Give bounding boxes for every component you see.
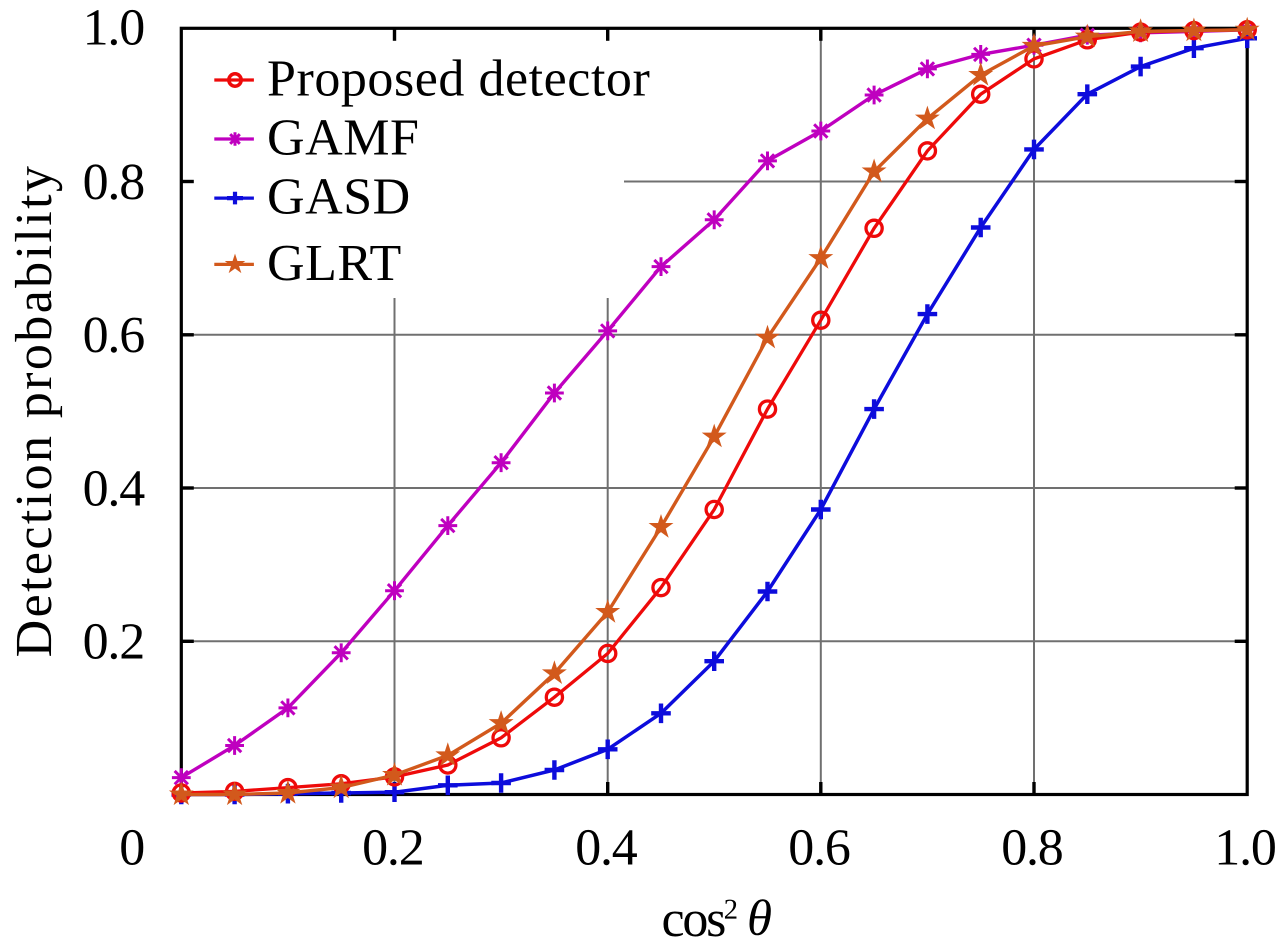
svg-text:cos: cos bbox=[662, 891, 726, 948]
svg-text:0.2: 0.2 bbox=[83, 614, 144, 671]
svg-text:0.6: 0.6 bbox=[788, 820, 850, 877]
svg-text:0.4: 0.4 bbox=[83, 461, 146, 518]
svg-text:0.8: 0.8 bbox=[1001, 820, 1063, 877]
svg-text:Detection probability: Detection probability bbox=[6, 164, 63, 658]
svg-text:GLRT: GLRT bbox=[267, 235, 402, 292]
svg-text:0.8: 0.8 bbox=[83, 154, 145, 211]
svg-text:0: 0 bbox=[119, 820, 144, 877]
svg-text:0.6: 0.6 bbox=[83, 307, 145, 364]
svg-text:1.0: 1.0 bbox=[83, 0, 145, 57]
svg-text:Proposed detector: Proposed detector bbox=[267, 51, 650, 108]
svg-text:GAMF: GAMF bbox=[267, 110, 419, 167]
svg-text:GASD: GASD bbox=[267, 169, 411, 226]
svg-text:0.4: 0.4 bbox=[575, 820, 638, 877]
svg-text:0.2: 0.2 bbox=[362, 820, 423, 877]
svg-text:1.0: 1.0 bbox=[1214, 820, 1276, 877]
